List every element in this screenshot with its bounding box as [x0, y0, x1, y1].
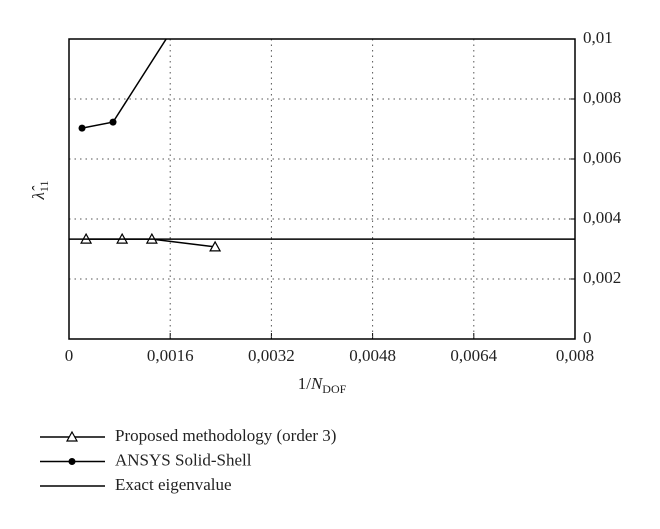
- legend-label: Exact eigenvalue: [115, 475, 232, 494]
- x-axis-label: 1/NDOF: [298, 374, 347, 396]
- y-tick-label: 0,008: [583, 88, 621, 107]
- legend-label: Proposed methodology (order 3): [115, 426, 336, 445]
- y-tick-label: 0: [583, 328, 592, 347]
- y-label-sub: 11: [37, 181, 51, 193]
- y-axis-label: λ̂11: [29, 181, 51, 201]
- x-tick-label: 0: [65, 346, 74, 365]
- legend-marker: [65, 430, 79, 442]
- x-label-symbol: N: [310, 374, 324, 393]
- plot-area: [69, 0, 575, 252]
- triangle-marker: [209, 240, 222, 252]
- x-label-prefix: 1/: [298, 374, 312, 393]
- x-tick-label: 0,0016: [147, 346, 194, 365]
- x-label-sub: DOF: [322, 382, 346, 396]
- circle-marker: [109, 118, 117, 126]
- x-tick-label: 0,008: [556, 346, 594, 365]
- x-tick-label: 0,0048: [349, 346, 396, 365]
- plot-frame: [68, 38, 576, 340]
- x-tick-label: 0,0032: [248, 346, 295, 365]
- y-tick-label: 0,006: [583, 148, 621, 167]
- legend-marker: [68, 458, 76, 465]
- legend-label: ANSYS Solid-Shell: [115, 450, 252, 469]
- y-tick-label: 0,004: [583, 208, 622, 227]
- circle-marker: [78, 124, 86, 132]
- series-line: [81, 39, 168, 129]
- x-tick-label: 0,0064: [450, 346, 497, 365]
- y-tick-label: 0,01: [583, 28, 613, 47]
- circle-marker: [186, 0, 193, 7]
- y-tick-label: 0,002: [583, 268, 621, 287]
